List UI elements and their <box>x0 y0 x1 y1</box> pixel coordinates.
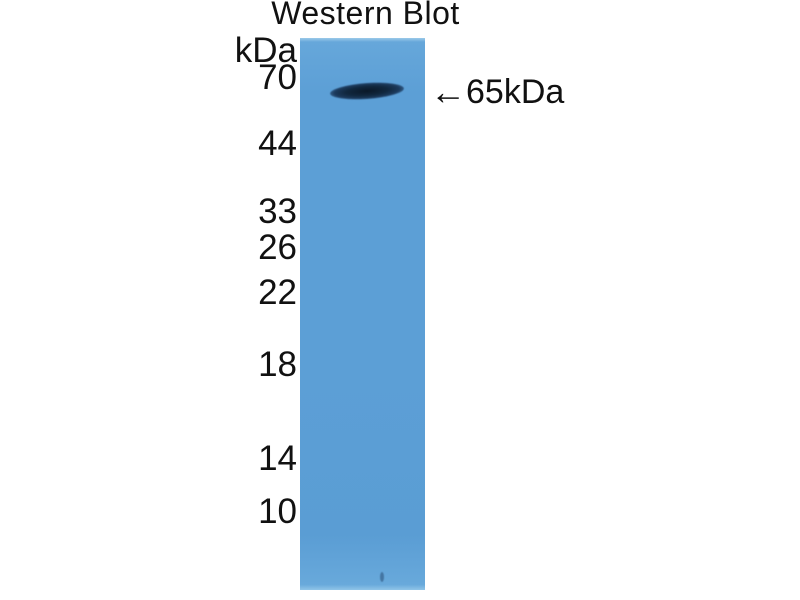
band-annotation: ← 65kDa <box>430 74 564 110</box>
ladder-label-10: 10 <box>258 492 297 531</box>
figure-title: Western Blot <box>271 0 460 31</box>
ladder-label-33: 33 <box>258 192 297 231</box>
ladder-label-14: 14 <box>258 439 297 478</box>
ladder-unit-label: kDa <box>234 31 297 70</box>
ladder-label-22: 22 <box>258 273 297 312</box>
ladder-label-18: 18 <box>258 345 297 384</box>
ladder-label-44: 44 <box>258 124 297 163</box>
lane-artifact-speck <box>380 572 384 582</box>
band-annotation-label: 65kDa <box>466 73 565 111</box>
ladder-label-70: 70 <box>258 58 297 97</box>
ladder-label-26: 26 <box>258 228 297 267</box>
blot-lane <box>300 38 425 590</box>
left-arrow-icon: ← <box>430 71 466 112</box>
